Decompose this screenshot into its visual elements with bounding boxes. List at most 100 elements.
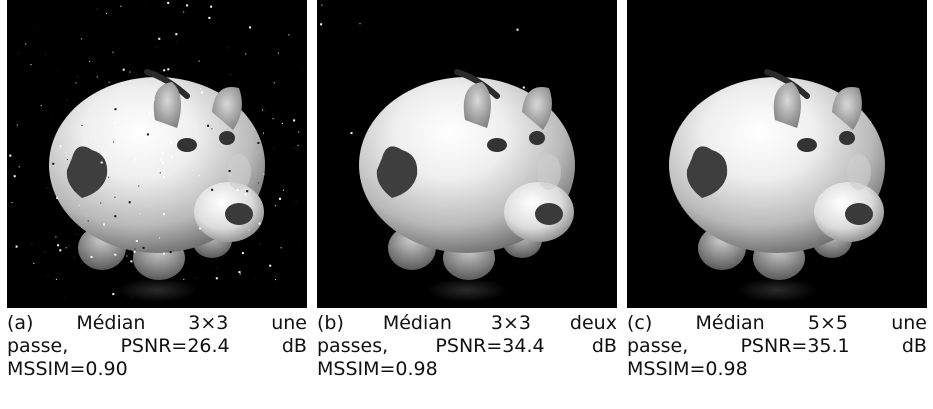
noise-pixel (120, 5, 122, 7)
noise-pixel (293, 147, 296, 150)
noise-pixel (163, 69, 166, 72)
noise-pixel (52, 162, 55, 165)
noise-pixel (198, 82, 200, 84)
noise-pixel (167, 1, 170, 4)
noise-pixel (183, 11, 185, 13)
noise-pixel (112, 293, 115, 296)
panel-c (627, 0, 927, 308)
noise-pixel (245, 53, 247, 55)
noise-pixel (36, 26, 38, 28)
noise-pixel (390, 104, 392, 105)
noise-pixel (275, 279, 276, 281)
noise-pixel (280, 247, 282, 249)
noise-pixel (113, 122, 116, 125)
caption-a: (a) Médian 3×3 une passe, PSNR=26.4 dB M… (7, 312, 307, 381)
noise-pixel (186, 4, 189, 7)
noise-pixel (198, 60, 200, 62)
noise-pixel (283, 189, 284, 191)
noise-pixel (207, 124, 210, 127)
noise-pixel (159, 172, 161, 174)
noise-pixel (45, 187, 48, 190)
piggy-bank-image-a (7, 0, 307, 308)
noise-pixel (25, 43, 27, 45)
noise-pixel (216, 266, 219, 269)
noise-pixel (167, 68, 170, 71)
noise-pixel (211, 188, 214, 191)
noise-pixel (228, 170, 231, 172)
noise-pixel (244, 193, 247, 196)
panel-b (317, 0, 617, 308)
noise-pixel (105, 151, 107, 154)
noise-pixel (100, 202, 102, 204)
noise-pixel (114, 215, 117, 218)
noise-pixel (146, 133, 149, 136)
noise-pixel (66, 159, 68, 160)
noise-pixel (112, 141, 114, 143)
noise-pixel (236, 188, 239, 191)
noise-pixel (160, 158, 163, 161)
noise-pixel (262, 109, 264, 111)
noise-pixel (17, 52, 20, 55)
noise-pixel (157, 128, 159, 130)
noise-pixel (57, 244, 60, 247)
noise-pixel (43, 251, 46, 254)
noise-pixel (350, 132, 353, 135)
noise-pixel (9, 96, 11, 98)
noise-pixel (254, 278, 256, 280)
noise-pixel (18, 166, 20, 168)
caption-b: (b) Médian 3×3 deux passes, PSNR=34.4 dB… (317, 312, 617, 381)
noise-pixel (247, 81, 249, 83)
noise-pixel (13, 175, 16, 178)
noise-pixel (74, 189, 76, 191)
noise-pixel (129, 71, 131, 73)
noise-pixel (162, 213, 165, 216)
noise-pixel (302, 266, 304, 267)
noise-pixel (522, 86, 525, 89)
noise-pixel (241, 252, 244, 255)
noise-pixel (295, 201, 298, 204)
noise-pixel (405, 74, 407, 76)
caption-c-line-1: (c) Médian 5×5 une (627, 312, 927, 334)
noise-pixel (274, 205, 276, 207)
noise-pixel (195, 277, 198, 279)
noise-pixel (208, 16, 211, 19)
noise-pixel (134, 248, 136, 250)
noise-pixel (272, 118, 274, 120)
noise-pixel (145, 141, 147, 143)
noise-pixel (298, 131, 300, 133)
noise-pixel (215, 277, 218, 280)
caption-c-line-2: passe, PSNR=35.1 dB (627, 335, 927, 357)
noise-pixel (135, 240, 138, 242)
noise-pixel (33, 262, 35, 264)
noise-pixel (269, 264, 272, 267)
salt-pepper-noise-b (320, 4, 525, 135)
noise-pixel (126, 255, 128, 257)
noise-pixel (135, 59, 137, 61)
noise-pixel (170, 142, 173, 145)
noise-pixel (133, 250, 136, 253)
noise-pixel (175, 41, 178, 44)
noise-pixel (75, 82, 77, 84)
noise-pixel (152, 98, 155, 101)
noise-pixel (159, 237, 160, 239)
noise-pixel (162, 163, 164, 165)
noise-pixel (145, 4, 147, 6)
noise-pixel (89, 60, 91, 62)
noise-pixel (114, 196, 116, 198)
noise-pixel (320, 23, 323, 26)
noise-pixel (199, 227, 202, 230)
noise-pixel (246, 190, 249, 193)
noise-pixel (78, 204, 80, 206)
noise-pixel (55, 39, 57, 41)
noise-pixel (55, 278, 57, 280)
noise-pixel (75, 233, 78, 236)
noise-pixel (57, 70, 59, 71)
noise-pixel (249, 26, 252, 29)
noise-pixel (114, 108, 117, 111)
panel-a (7, 0, 307, 308)
noise-pixel (73, 256, 76, 259)
noise-pixel (161, 152, 164, 155)
caption-b-line-2: passes, PSNR=34.4 dB (317, 335, 617, 357)
noise-pixel (238, 271, 241, 274)
noise-pixel (103, 223, 105, 226)
